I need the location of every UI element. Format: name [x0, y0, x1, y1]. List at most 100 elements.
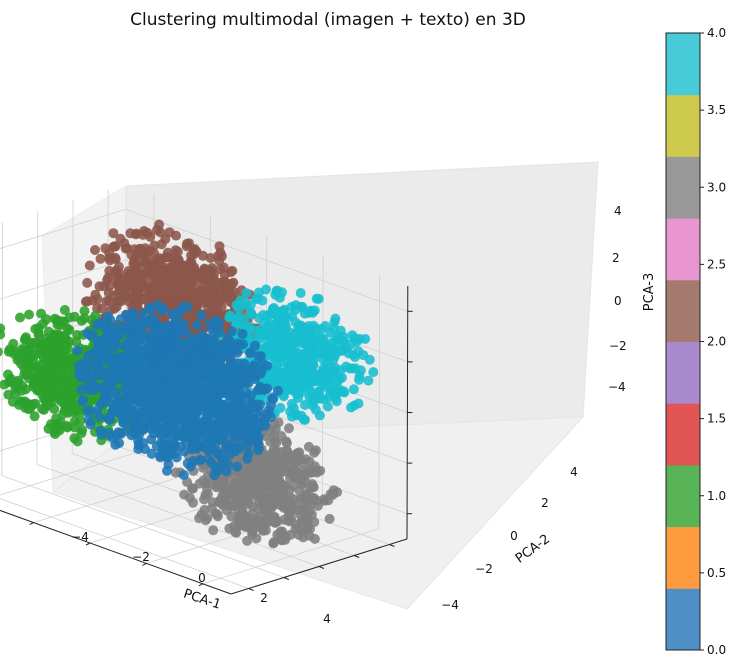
scatter-point [219, 417, 230, 428]
scatter-point [278, 488, 289, 499]
scatter-point [115, 314, 126, 324]
scatter-point [63, 398, 74, 409]
scatter-point [251, 484, 262, 495]
scatter-point [246, 390, 256, 401]
scatter-point [250, 430, 261, 441]
scatter-point [314, 386, 325, 397]
scatter-point [191, 401, 202, 412]
scatter-point [122, 325, 133, 336]
scatter-point [212, 447, 223, 458]
colorbar-segment [666, 279, 700, 342]
scatter-point [300, 414, 310, 425]
scatter-point [37, 390, 48, 400]
scatter-point [275, 402, 286, 413]
scatter-point [145, 231, 156, 242]
scatter-point [47, 346, 58, 357]
colorbar-ticks: 0.0 0.5 1.0 1.5 2.0 2.5 3.0 3.5 4.0 [700, 26, 726, 657]
scatter-point [211, 358, 222, 369]
scatter-point [262, 321, 273, 332]
scatter-point [160, 269, 171, 280]
scatter-point [115, 269, 126, 280]
scatter-point [82, 277, 93, 288]
scatter-point [345, 339, 356, 350]
scatter-point [242, 453, 253, 464]
scatter-point [124, 412, 135, 423]
colorbar-tick-label: 2.5 [707, 257, 726, 271]
y-tick-label: 4 [570, 465, 578, 479]
x-tick-mark [29, 522, 34, 526]
scatter-point [184, 392, 195, 403]
scatter-point [307, 479, 318, 490]
scatter-point [123, 346, 134, 357]
y-axis-label: PCA-2 [513, 532, 553, 567]
scatter-point [254, 313, 265, 324]
scatter-point [107, 432, 118, 443]
scatter-point [309, 335, 320, 345]
scatter-point [37, 403, 48, 414]
scatter-point [322, 401, 333, 412]
scatter-point [103, 414, 114, 425]
scatter-point [144, 409, 155, 420]
colorbar-segment [666, 588, 700, 651]
scatter-point [90, 381, 100, 392]
scatter-point [262, 492, 273, 503]
colorbar-tick-label: 1.0 [707, 489, 726, 503]
scatter-point [169, 383, 180, 394]
scatter-point [235, 405, 246, 416]
scatter-point [124, 314, 135, 325]
scatter-point [61, 339, 72, 350]
scatter-point [233, 520, 244, 531]
scatter-point [46, 419, 56, 430]
scatter-point [203, 453, 214, 464]
scatter-point [232, 431, 243, 442]
scatter-point [143, 258, 154, 269]
scatter-point [0, 379, 10, 390]
scatter-point [293, 323, 304, 334]
scatter-point [363, 375, 374, 386]
y-tick-mark [283, 577, 289, 580]
scatter-point [79, 306, 90, 316]
scatter-point [285, 327, 296, 338]
scatter-point [182, 340, 193, 350]
scatter-point [332, 347, 343, 358]
colorbar-tick-label: 1.5 [707, 412, 726, 426]
scatter-point [7, 396, 18, 407]
scatter-point [245, 347, 256, 358]
scatter-point [186, 368, 197, 379]
scatter-point [220, 443, 231, 454]
scatter-point [145, 304, 156, 315]
scatter-point [113, 287, 124, 298]
scatter-point [330, 393, 341, 404]
scatter-point [348, 349, 359, 360]
colorbar-segment [666, 403, 700, 466]
scatter-point [358, 350, 369, 361]
axis-lines [0, 285, 413, 595]
scatter-point [188, 483, 198, 494]
colorbar-segment [666, 218, 700, 281]
scatter-point [346, 402, 356, 413]
colorbar-tick-label: 3.5 [707, 103, 726, 117]
scatter-point [185, 461, 196, 472]
scatter-point [25, 403, 36, 414]
scatter-point [339, 387, 350, 398]
scatter-point [260, 506, 271, 517]
scatter-point [216, 493, 227, 504]
scatter-point [13, 352, 24, 363]
scatter-point [132, 365, 143, 376]
scatter-point [280, 382, 291, 393]
y-tick-label: −2 [475, 562, 493, 576]
scatter-point [59, 305, 70, 315]
x-tick-mark [142, 562, 147, 566]
grid-line [36, 464, 320, 567]
scatter-point [179, 416, 190, 427]
scatter-point [272, 516, 283, 527]
y-tick-label: 2 [541, 496, 549, 510]
scatter-point [310, 374, 320, 385]
z-tick-label: 2 [612, 251, 620, 265]
scatter-point [171, 360, 181, 371]
scatter-point [280, 343, 291, 353]
scatter-point [84, 260, 95, 271]
scatter-point [235, 499, 246, 510]
scatter-point [149, 240, 160, 251]
